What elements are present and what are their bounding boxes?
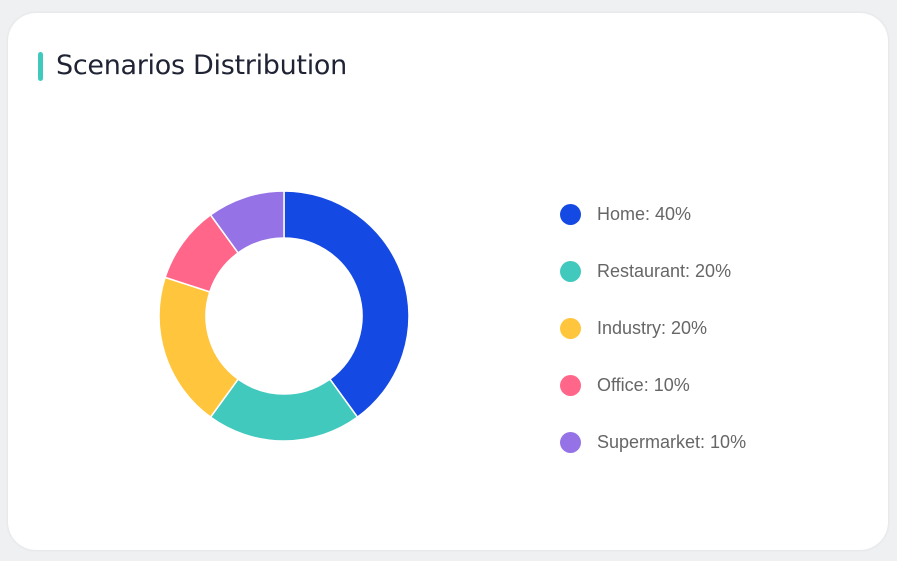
legend-item-supermarket[interactable]: Supermarket: 10% <box>560 414 746 471</box>
legend-label: Supermarket: 10% <box>597 432 747 452</box>
slice-supermarket[interactable] <box>209 190 285 254</box>
legend-dot-icon <box>560 318 581 339</box>
legend-dot-icon <box>560 261 581 282</box>
title-accent-bar <box>38 52 43 81</box>
slice-restaurant[interactable] <box>209 378 359 442</box>
legend-item-restaurant[interactable]: Restaurant: 20% <box>560 243 746 300</box>
legend-item-office[interactable]: Office: 10% <box>560 357 746 414</box>
legend-label: Home: 40% <box>597 204 692 224</box>
legend-label: Office: 10% <box>597 375 690 395</box>
chart-title: Scenarios Distribution <box>56 50 347 81</box>
legend-dot-icon <box>560 432 581 453</box>
legend-label: Industry: 20% <box>597 318 708 338</box>
legend-item-home[interactable]: Home: 40% <box>560 186 746 243</box>
chart-card: Scenarios Distribution <box>8 13 888 550</box>
legend-item-industry[interactable]: Industry: 20% <box>560 300 746 357</box>
slice-industry[interactable] <box>158 276 240 419</box>
legend-dot-icon <box>560 375 581 396</box>
legend-dot-icon <box>560 204 581 225</box>
slice-home[interactable] <box>283 190 410 419</box>
legend: Home: 40% Restaurant: 20% Industry: 20% … <box>560 186 746 471</box>
legend-label: Restaurant: 20% <box>597 261 732 281</box>
